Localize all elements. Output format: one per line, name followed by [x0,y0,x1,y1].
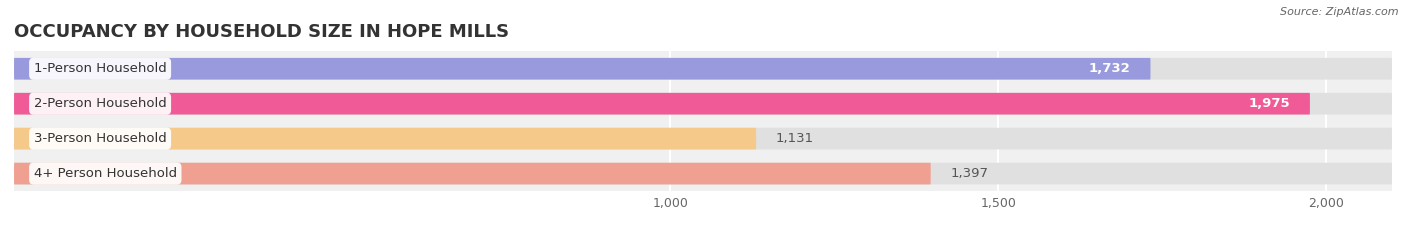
Text: 1,131: 1,131 [776,132,814,145]
FancyBboxPatch shape [14,163,1392,185]
Text: 3-Person Household: 3-Person Household [34,132,166,145]
Text: 1,975: 1,975 [1249,97,1291,110]
FancyBboxPatch shape [14,58,1392,80]
Text: 1,732: 1,732 [1090,62,1130,75]
FancyBboxPatch shape [14,128,756,150]
Text: 1-Person Household: 1-Person Household [34,62,166,75]
Text: 1,397: 1,397 [950,167,988,180]
FancyBboxPatch shape [14,93,1392,115]
FancyBboxPatch shape [14,163,931,185]
Text: 4+ Person Household: 4+ Person Household [34,167,177,180]
Text: OCCUPANCY BY HOUSEHOLD SIZE IN HOPE MILLS: OCCUPANCY BY HOUSEHOLD SIZE IN HOPE MILL… [14,23,509,41]
Text: Source: ZipAtlas.com: Source: ZipAtlas.com [1281,7,1399,17]
FancyBboxPatch shape [14,58,1150,80]
FancyBboxPatch shape [14,93,1310,115]
FancyBboxPatch shape [14,128,1392,150]
Text: 2-Person Household: 2-Person Household [34,97,166,110]
